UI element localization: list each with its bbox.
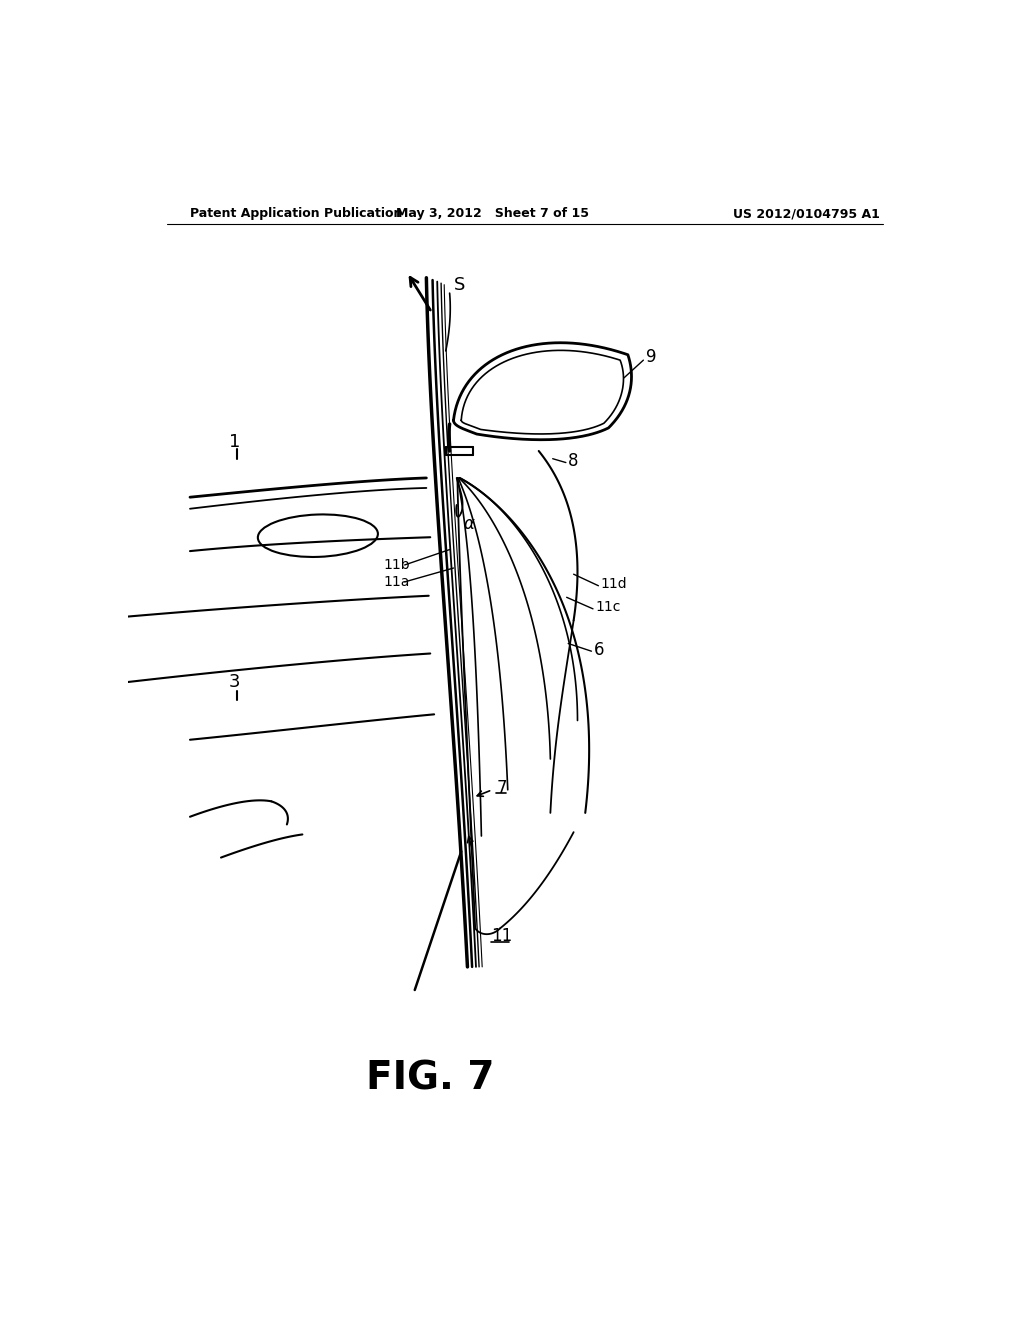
Text: 3: 3 <box>228 673 241 690</box>
Text: S: S <box>454 276 465 294</box>
Text: 11d: 11d <box>601 577 628 591</box>
Text: 11: 11 <box>490 927 512 945</box>
Text: 7: 7 <box>496 779 507 797</box>
Text: May 3, 2012   Sheet 7 of 15: May 3, 2012 Sheet 7 of 15 <box>395 207 589 220</box>
Text: US 2012/0104795 A1: US 2012/0104795 A1 <box>733 207 880 220</box>
Text: 11c: 11c <box>595 601 621 614</box>
Text: $\alpha$: $\alpha$ <box>463 515 475 533</box>
Text: 11a: 11a <box>384 576 411 589</box>
Text: 11b: 11b <box>384 558 411 572</box>
Text: FIG. 7: FIG. 7 <box>366 1060 495 1097</box>
Text: 9: 9 <box>646 348 656 366</box>
Text: 8: 8 <box>568 451 579 470</box>
Text: Patent Application Publication: Patent Application Publication <box>190 207 402 220</box>
Text: 6: 6 <box>594 640 604 659</box>
Text: 1: 1 <box>228 433 240 450</box>
